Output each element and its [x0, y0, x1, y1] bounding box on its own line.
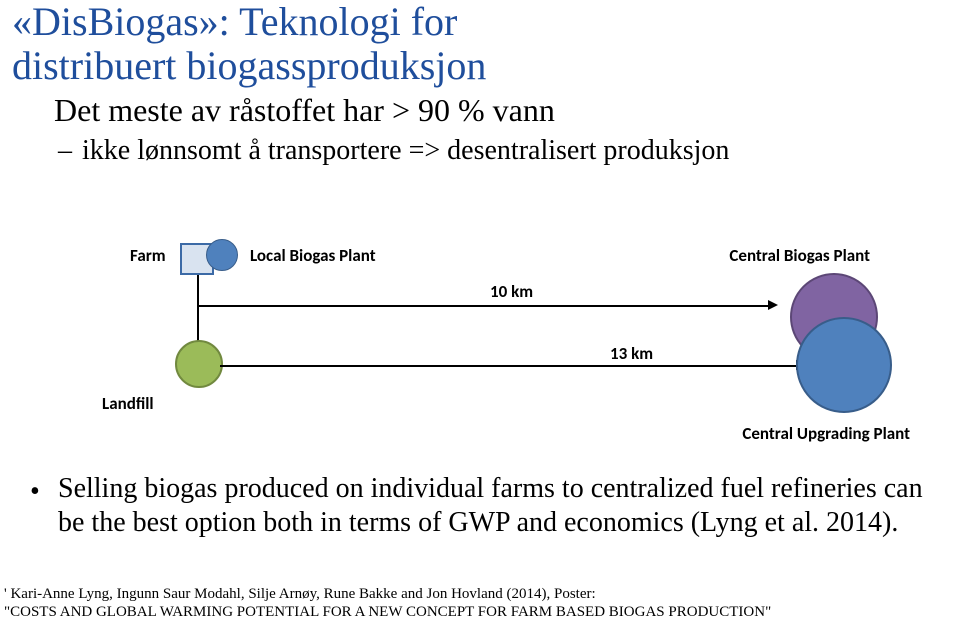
central-plant-blue — [796, 317, 892, 413]
farm-label: Farm — [130, 245, 166, 266]
central-plant-label: Central Biogas Plant — [729, 245, 870, 266]
footnote-line-1: ' Kari-Anne Lyng, Ingunn Saur Modahl, Si… — [4, 585, 956, 604]
sub-bullet: ikke lønnsomt å transportere => desentra… — [82, 135, 912, 167]
title-line-2: distribuert biogassproduksjon — [12, 44, 912, 88]
title-block: «DisBiogas»: Teknologi for distribuert b… — [12, 0, 912, 167]
arrow-10km — [768, 300, 778, 310]
upgrading-plant-label: Central Upgrading Plant — [742, 423, 910, 444]
footnote-line-2: "COSTS AND GLOBAL WARMING POTENTIAL FOR … — [4, 603, 956, 622]
subtitle: Det meste av råstoffet har > 90 % vann — [54, 92, 912, 129]
diagram: Farm Local Biogas Plant Central Biogas P… — [120, 225, 880, 455]
footnote: ' Kari-Anne Lyng, Ingunn Saur Modahl, Si… — [4, 585, 956, 623]
distance-label-10km: 10 km — [490, 281, 533, 302]
title-line-1: «DisBiogas»: Teknologi for — [12, 0, 912, 44]
landfill-circle — [175, 340, 223, 388]
selling-text: Selling biogas produced on individual fa… — [58, 472, 930, 540]
selling-bullet: • Selling biogas produced on individual … — [30, 472, 930, 540]
connector-vertical — [197, 275, 199, 343]
distance-line-13km — [220, 365, 798, 367]
local-plant-label: Local Biogas Plant — [250, 245, 376, 266]
distance-label-13km: 13 km — [610, 343, 653, 364]
distance-line-10km — [197, 305, 770, 307]
landfill-label: Landfill — [102, 393, 154, 414]
local-plant-circle — [206, 239, 238, 271]
bullet-dot: • — [30, 476, 40, 508]
